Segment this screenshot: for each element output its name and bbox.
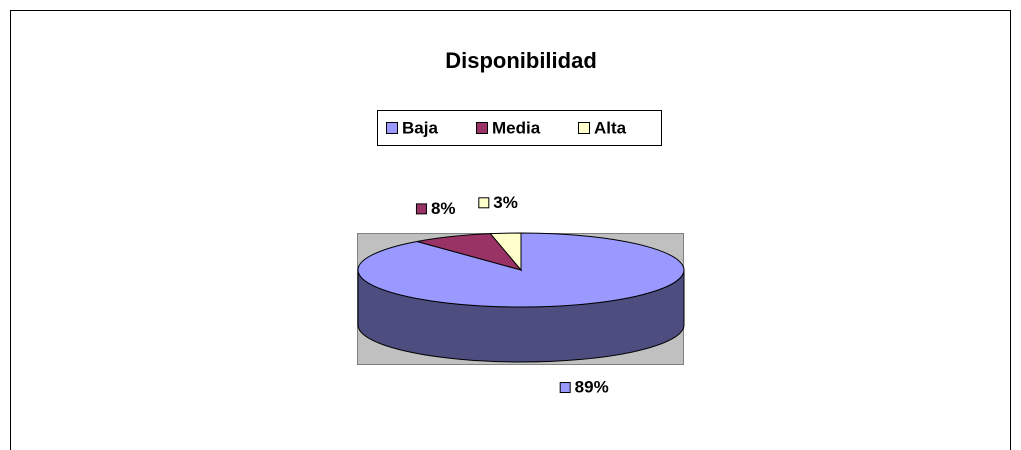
legend-label: Media xyxy=(492,118,541,137)
data-label-key xyxy=(478,197,490,209)
legend-key xyxy=(476,122,488,134)
legend-key xyxy=(386,122,398,134)
data-label: 89% xyxy=(575,378,609,397)
data-label: 8% xyxy=(431,199,456,218)
legend-key xyxy=(578,122,590,134)
data-label-key xyxy=(415,203,427,215)
legend-box xyxy=(377,110,662,146)
pie-slice xyxy=(489,232,522,272)
chart-border xyxy=(10,10,1011,450)
data-label: 3% xyxy=(493,193,518,212)
data-label-key xyxy=(559,382,571,394)
chart-title: Disponibilidad xyxy=(445,48,597,73)
legend-label: Alta xyxy=(594,118,627,137)
legend-label: Baja xyxy=(402,118,438,137)
